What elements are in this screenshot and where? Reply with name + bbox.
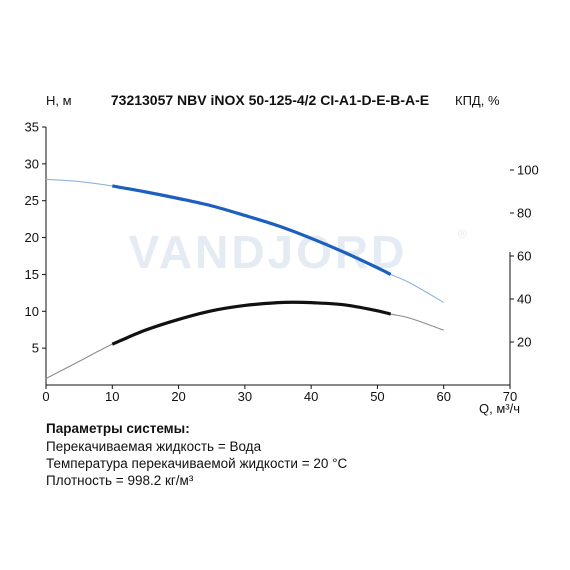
x-tick-label: 50	[370, 389, 384, 404]
x-tick-label: 40	[304, 389, 318, 404]
y2-tick-label: 80	[517, 206, 531, 221]
y-tick-label: 35	[25, 120, 39, 135]
y2-ticks: 20 40 60 80 100	[510, 163, 539, 350]
x-axis-label: Q, м³/ч	[479, 401, 520, 416]
x-tick-label: 20	[171, 389, 185, 404]
y-tick-label: 25	[25, 193, 39, 208]
watermark-logo: VANDJORD	[129, 226, 408, 278]
y2-tick-label: 60	[517, 249, 531, 264]
y2-tick-label: 100	[517, 163, 539, 178]
x-tick-label: 30	[238, 389, 252, 404]
y2-tick-label: 20	[517, 335, 531, 350]
system-parameter-density: Плотность = 998.2 кг/м³	[46, 473, 194, 488]
x-ticks: 0 10 20 30 40 50 60 70	[42, 385, 517, 404]
y-tick-label: 10	[25, 304, 39, 319]
system-parameter-fluid: Перекачиваемая жидкость = Вода	[46, 439, 262, 454]
y-ticks: 5 10 15 20 25 30 35	[25, 120, 46, 356]
x-tick-label: 10	[105, 389, 119, 404]
series-layer	[45, 178, 444, 380]
system-parameters-title: Параметры системы:	[46, 421, 190, 436]
chart-title: 73213057 NBV iNOX 50-125-4/2 CI-A1-D-E-B…	[111, 92, 429, 108]
watermark-registered-mark: ®	[458, 227, 467, 241]
head-curve-operating-range	[112, 184, 392, 276]
y-tick-label: 5	[32, 341, 39, 356]
y-tick-label: 30	[25, 156, 39, 171]
x-tick-label: 70	[503, 389, 517, 404]
y-tick-label: 20	[25, 230, 39, 245]
y2-axis-label: КПД, %	[455, 93, 500, 108]
y-axis-label: H, м	[46, 93, 72, 108]
x-tick-label: 60	[436, 389, 450, 404]
y2-tick-label: 40	[517, 292, 531, 307]
system-parameter-temperature: Температура перекачиваемой жидкости = 20…	[46, 456, 348, 471]
x-tick-label: 0	[42, 389, 49, 404]
y-tick-label: 15	[25, 267, 39, 282]
efficiency-curve-operating-range	[111, 300, 392, 346]
system-parameters: Параметры системы: Перекачиваемая жидкос…	[46, 420, 347, 489]
